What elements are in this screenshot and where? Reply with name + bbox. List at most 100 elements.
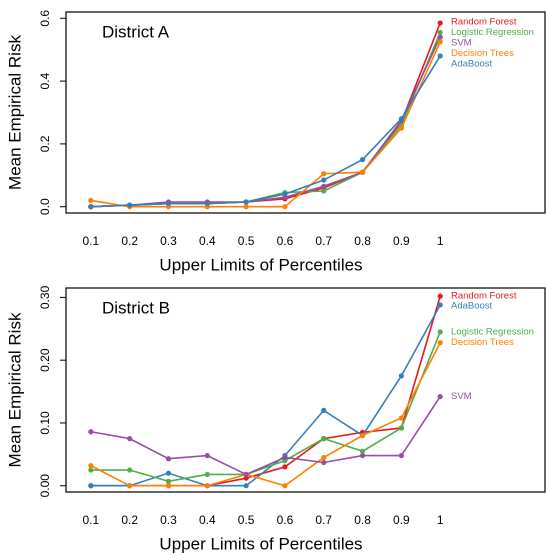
data-point (437, 340, 443, 346)
legend-entry: SVM (451, 38, 472, 49)
x-tick-label: 0.9 (393, 513, 410, 527)
data-point (359, 452, 366, 459)
data-point (282, 454, 288, 461)
x-tick-label: 0.4 (199, 234, 216, 248)
data-point (165, 200, 172, 207)
data-point (282, 483, 288, 489)
series-line (90, 41, 441, 208)
x-tick-label: 0.5 (238, 513, 255, 527)
data-point (204, 471, 210, 478)
data-point (437, 293, 443, 299)
y-tick-label: 0.0 (38, 198, 52, 215)
y-axis-label: Mean Empirical Risk (5, 35, 24, 190)
data-point (204, 483, 210, 489)
plot-frame (65, 11, 546, 214)
x-tick-label: 0.5 (238, 234, 255, 248)
data-point (243, 471, 249, 478)
x-tick-label: 0.8 (354, 234, 371, 248)
y-tick-label: 0.4 (38, 72, 52, 89)
data-point (88, 204, 94, 210)
y-tick-label: 0.2 (38, 135, 52, 152)
data-point (321, 188, 327, 194)
data-point (88, 463, 94, 469)
data-point (321, 183, 327, 189)
series-line (90, 55, 441, 208)
plot-frame (65, 287, 546, 493)
y-tick-label: 0.30 (38, 285, 52, 309)
data-point (321, 459, 327, 466)
legend-entry: Decision Trees (451, 48, 514, 59)
y-tick-label: 0.10 (38, 411, 52, 435)
series-line (90, 331, 441, 483)
data-point (243, 483, 249, 489)
data-point (88, 467, 94, 473)
data-point (437, 39, 443, 45)
x-tick-label: 1 (437, 513, 444, 527)
data-point (321, 171, 327, 177)
x-tick-label: 0.2 (121, 513, 138, 527)
y-tick-label: 0.6 (38, 10, 52, 27)
legend-entry: AdaBoost (451, 301, 493, 312)
series-line (90, 396, 441, 476)
data-point (359, 157, 366, 163)
data-point (437, 393, 443, 400)
legend-entry: SVM (451, 391, 472, 402)
y-tick-label: 0.20 (38, 348, 52, 372)
data-point (204, 452, 210, 459)
series-line (90, 304, 441, 487)
data-point (127, 202, 133, 208)
panel-annotation: District A (102, 22, 170, 41)
x-tick-label: 0.9 (393, 234, 410, 248)
x-tick-label: 0.6 (277, 234, 294, 248)
series-line (90, 342, 441, 487)
data-point (437, 34, 443, 40)
series-line (90, 22, 441, 208)
data-point (437, 29, 443, 36)
data-point (88, 483, 94, 489)
data-point (127, 436, 133, 442)
data-point (398, 125, 404, 131)
data-point (282, 464, 288, 470)
data-point (165, 470, 172, 476)
x-axis-label: Upper Limits of Percentiles (159, 534, 362, 553)
data-point (321, 177, 327, 183)
series-line (90, 295, 441, 487)
series-line (90, 32, 441, 208)
x-tick-label: 0.3 (160, 234, 177, 248)
legend-entry: Logistic Regression (451, 326, 534, 337)
data-point (282, 191, 288, 197)
data-point (127, 467, 133, 473)
data-point (398, 452, 404, 459)
data-point (282, 204, 288, 210)
x-tick-label: 0.6 (277, 513, 294, 527)
data-point (243, 199, 249, 205)
legend-entry: Random Forest (451, 291, 517, 302)
y-tick-label: 0.00 (38, 474, 52, 498)
panel-annotation: District B (102, 298, 170, 317)
legend-entry: Random Forest (451, 17, 517, 28)
data-point (398, 116, 404, 122)
data-point (243, 475, 249, 481)
data-point (165, 483, 172, 489)
x-axis-label: Upper Limits of Percentiles (159, 255, 362, 274)
data-point (88, 429, 94, 435)
x-tick-label: 0.1 (82, 234, 99, 248)
x-tick-label: 0.2 (121, 234, 138, 248)
data-point (437, 20, 443, 26)
data-point (243, 204, 249, 210)
data-point (359, 432, 366, 439)
legend-entry: Decision Trees (451, 337, 514, 348)
data-point (437, 329, 443, 335)
legend-entry: AdaBoost (451, 59, 493, 70)
data-point (127, 483, 133, 489)
data-point (398, 373, 404, 379)
data-point (321, 407, 327, 413)
data-point (398, 415, 404, 421)
data-point (437, 53, 443, 59)
data-point (398, 425, 404, 431)
y-axis-label: Mean Empirical Risk (5, 312, 24, 467)
x-tick-label: 0.3 (160, 513, 177, 527)
legend-entry: Logistic Regression (451, 27, 534, 38)
x-tick-label: 0.7 (315, 234, 332, 248)
